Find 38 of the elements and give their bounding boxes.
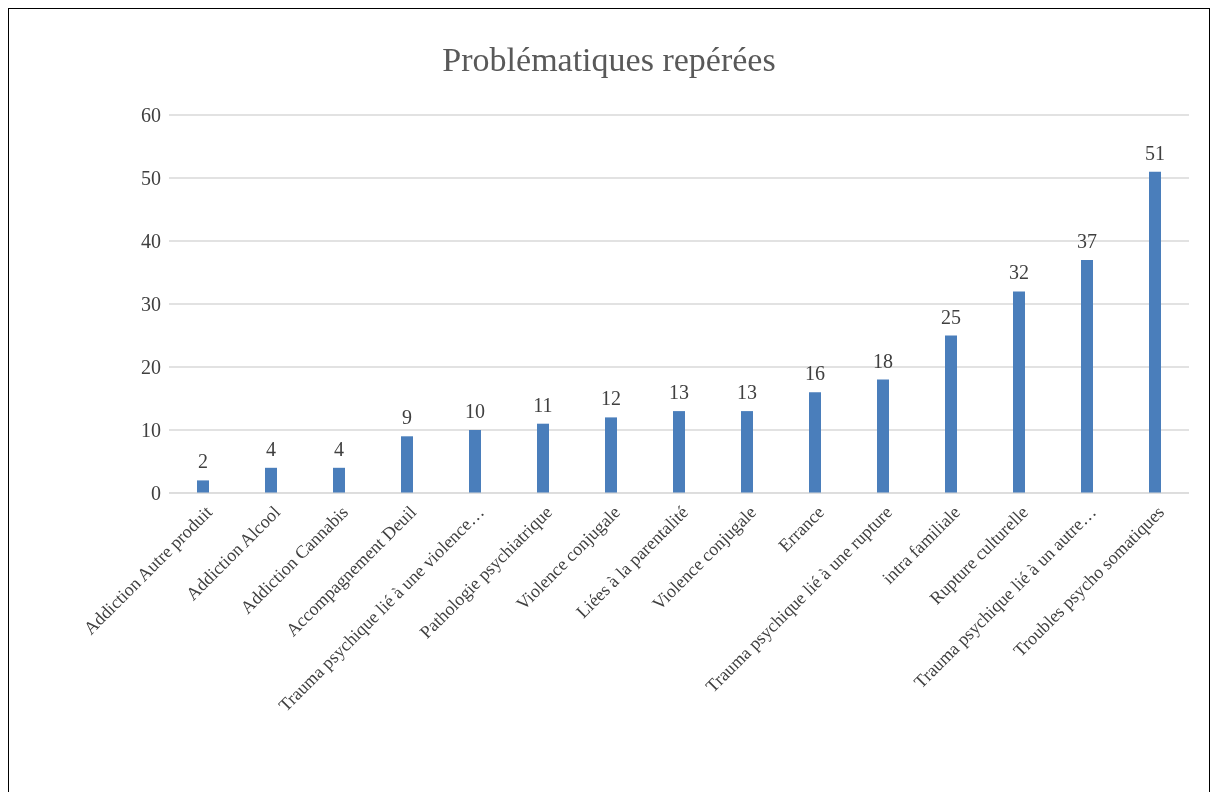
bar [537,423,549,493]
bar [1081,259,1093,493]
bar [469,430,481,493]
bar [877,379,889,493]
chart-title: Problématiques repérées [441,41,777,79]
bar [673,411,685,493]
data-label: 37 [1077,229,1097,252]
data-label: 9 [402,406,412,429]
y-tick-label: 30 [141,293,161,316]
bar [1013,291,1025,493]
data-label: 16 [805,362,825,385]
data-label: 12 [601,387,621,410]
bar [265,467,277,493]
bar [333,467,345,493]
data-label: 4 [334,437,344,460]
y-tick-label: 20 [141,356,161,379]
y-tick-label: 40 [141,230,161,253]
y-tick-label: 50 [141,167,161,190]
bar [1149,171,1161,493]
bar [945,335,957,493]
data-label: 10 [465,400,485,422]
data-label: 32 [1009,261,1029,284]
bar [741,411,753,493]
bar [197,480,209,493]
data-label: 18 [873,349,893,372]
bar [809,392,821,493]
y-tick-label: 0 [151,482,161,505]
y-tick-label: 10 [141,419,161,442]
data-label: 25 [941,305,961,328]
data-label: 13 [669,381,689,404]
data-label: 51 [1145,141,1165,164]
data-label: 2 [198,450,208,473]
bar [401,436,413,493]
data-label: 4 [266,437,276,460]
y-tick-label: 60 [141,104,161,127]
data-label: 11 [533,393,553,416]
bar [605,417,617,493]
data-label: 13 [737,381,757,404]
